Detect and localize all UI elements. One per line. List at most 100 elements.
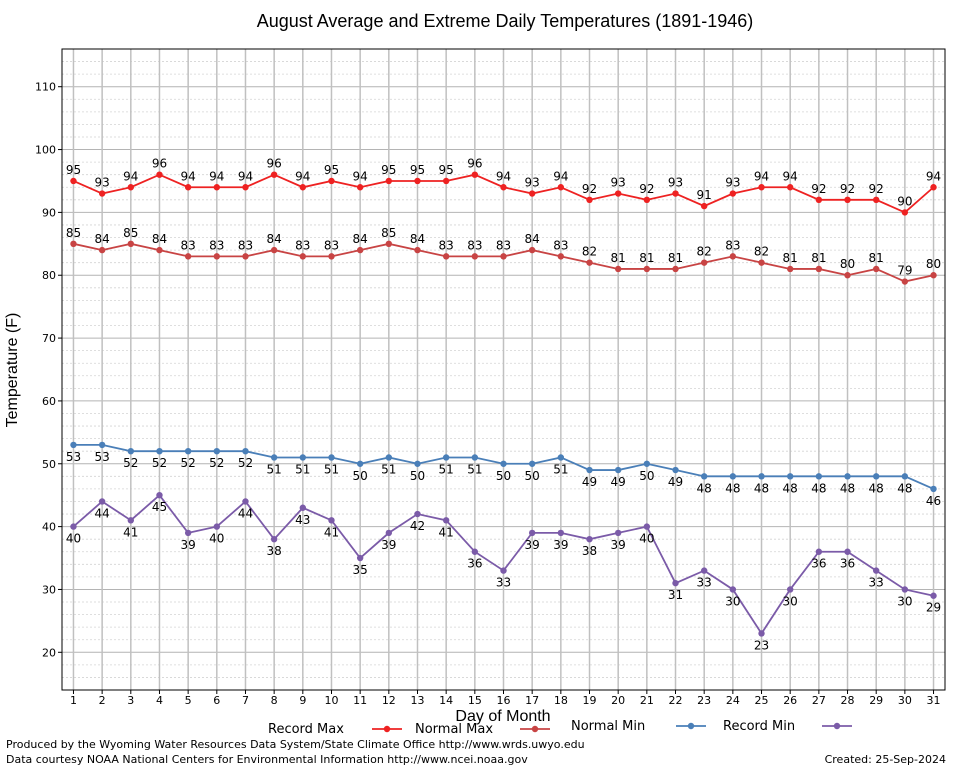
x-tick-label: 13 xyxy=(410,694,424,707)
y-tick-label: 100 xyxy=(35,144,56,157)
record-min-data-label: 44 xyxy=(94,506,109,520)
normal-min-point xyxy=(901,473,909,480)
record-min-point xyxy=(242,498,249,505)
record-max-point xyxy=(213,184,221,191)
normal-max-point xyxy=(184,253,192,260)
normal-max-data-label: 80 xyxy=(926,257,941,271)
normal-min-point xyxy=(356,460,364,467)
normal-min-point xyxy=(700,473,708,480)
normal-min-data-label: 53 xyxy=(94,450,109,464)
normal-min-data-label: 48 xyxy=(754,481,769,495)
record-max-data-label: 93 xyxy=(668,176,683,190)
record-min-data-label: 45 xyxy=(152,500,167,514)
record-max-point xyxy=(70,177,77,185)
record-max-data-label: 95 xyxy=(381,163,396,177)
x-tick-label: 15 xyxy=(468,694,482,707)
series-record-min: 40 44 41 45 39 40 44 38 43 41 35 39 42 41 36 33 39 39 38 39… xyxy=(66,491,941,652)
normal-min-point xyxy=(643,460,651,467)
normal-min-data-label: 53 xyxy=(66,450,81,464)
record-min-data-label: 44 xyxy=(238,506,253,520)
normal-min-data-label: 48 xyxy=(811,481,826,495)
record-min-point xyxy=(356,554,364,562)
normal-min-point xyxy=(729,473,737,480)
record-max-point xyxy=(156,171,163,178)
legend-label-normal-min: Normal Min xyxy=(571,719,645,734)
y-tick-label: 60 xyxy=(42,395,56,408)
record-max-point xyxy=(586,196,593,204)
normal-min-data-label: 48 xyxy=(725,481,740,495)
record-min-point xyxy=(614,529,622,537)
record-max-point xyxy=(299,184,307,191)
normal-max-point xyxy=(614,265,622,273)
normal-min-point xyxy=(586,466,593,474)
normal-min-data-label: 52 xyxy=(152,456,167,470)
record-min-data-label: 33 xyxy=(869,576,884,590)
normal-min-point xyxy=(414,460,421,467)
normal-max-point xyxy=(901,278,909,285)
normal-min-data-label: 50 xyxy=(496,469,511,483)
record-max-data-label: 93 xyxy=(611,176,626,190)
normal-max-data-label: 84 xyxy=(152,232,167,246)
normal-min-data-label: 50 xyxy=(353,469,368,483)
record-max-point xyxy=(242,184,249,191)
normal-max-point xyxy=(528,246,536,254)
x-tick-label: 11 xyxy=(353,694,367,707)
record-min-data-label: 42 xyxy=(410,519,425,533)
x-tick-label: 30 xyxy=(898,694,912,707)
x-tick-label: 10 xyxy=(324,694,338,707)
normal-min-point xyxy=(672,466,679,474)
x-tick-label: 16 xyxy=(497,694,511,707)
record-min-point xyxy=(270,535,278,543)
record-min-point xyxy=(442,517,450,524)
normal-max-data-label: 83 xyxy=(209,238,224,252)
record-max-data-label: 95 xyxy=(66,163,81,177)
record-min-point xyxy=(815,548,823,555)
normal-min-point xyxy=(500,460,507,467)
record-min-data-label: 39 xyxy=(181,538,196,552)
record-min-data-label: 39 xyxy=(525,538,540,552)
legend-marker-normal-min xyxy=(687,722,695,730)
record-max-data-label: 94 xyxy=(181,169,196,183)
record-min-point xyxy=(127,517,135,524)
record-max-data-label: 91 xyxy=(697,188,712,202)
record-min-data-label: 39 xyxy=(381,538,396,552)
record-min-data-label: 38 xyxy=(267,544,282,558)
normal-min-point xyxy=(786,473,794,480)
record-min-point xyxy=(586,535,593,543)
normal-max-data-label: 83 xyxy=(553,238,568,252)
normal-min-data-label: 50 xyxy=(639,469,654,483)
record-max-data-label: 94 xyxy=(238,169,253,183)
record-max-data-label: 93 xyxy=(725,176,740,190)
y-tick-label: 20 xyxy=(42,646,56,659)
normal-max-data-label: 81 xyxy=(611,251,626,265)
y-tick-label: 50 xyxy=(42,458,56,471)
record-min-point xyxy=(471,548,479,555)
record-min-data-label: 23 xyxy=(754,638,769,652)
record-min-point xyxy=(385,529,393,537)
normal-max-point xyxy=(356,246,364,254)
record-min-point xyxy=(184,529,192,537)
legend-marker-record-max xyxy=(383,725,391,733)
normal-min-data-label: 49 xyxy=(611,475,626,489)
record-min-data-label: 36 xyxy=(811,557,826,571)
record-min-data-label: 41 xyxy=(123,525,138,539)
x-tick-label: 5 xyxy=(185,694,192,707)
normal-max-data-label: 79 xyxy=(897,264,912,278)
normal-min-data-label: 48 xyxy=(697,481,712,495)
x-tick-label: 19 xyxy=(583,694,597,707)
normal-min-point xyxy=(758,473,765,480)
record-min-data-label: 38 xyxy=(582,544,597,558)
record-max-point xyxy=(872,196,880,204)
record-min-data-label: 33 xyxy=(496,576,511,590)
normal-min-point xyxy=(872,473,880,480)
legend-marker-record-min xyxy=(833,722,841,730)
normal-max-data-label: 81 xyxy=(869,251,884,265)
normal-min-point xyxy=(930,485,937,493)
footer-produced-by: Produced by the Wyoming Water Resources … xyxy=(6,738,585,751)
normal-min-point xyxy=(70,441,77,449)
normal-min-data-label: 49 xyxy=(582,475,597,489)
record-max-data-label: 92 xyxy=(639,182,654,196)
record-max-point xyxy=(442,177,450,185)
y-tick-label: 110 xyxy=(35,81,56,94)
normal-max-point xyxy=(127,240,135,248)
